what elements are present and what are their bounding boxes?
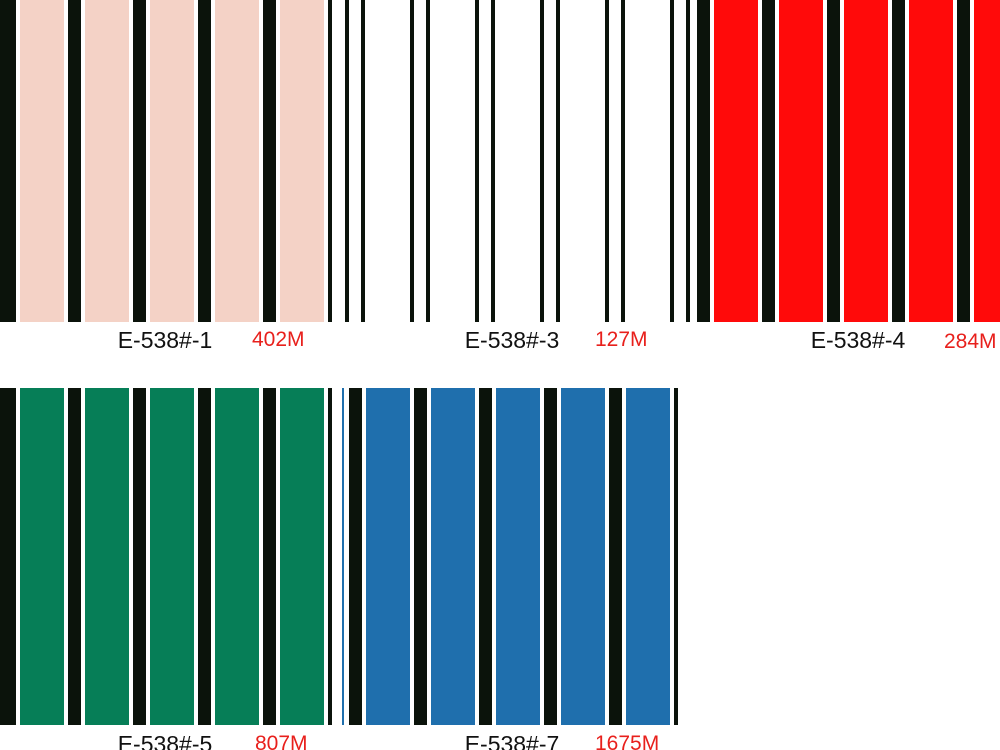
swatch-label: E-538#-7: [465, 731, 560, 750]
swatch-label: E-538#-4: [811, 327, 906, 353]
stripe-thin: [686, 0, 690, 322]
stripe-thin: [540, 0, 544, 322]
stripe-color: [366, 388, 410, 725]
stripe-black: [414, 388, 427, 725]
stripe-color: [974, 0, 1000, 322]
tiles: [0, 0, 1000, 725]
stripe-black: [827, 0, 840, 322]
stripe-thin: [342, 388, 344, 725]
stripe-thin: [556, 0, 560, 322]
stripe-black: [697, 0, 710, 322]
stripe-color: [280, 388, 324, 725]
stripe-black: [68, 0, 81, 322]
stripe-black: [0, 0, 16, 322]
stripe-thin: [621, 0, 625, 322]
swatch-code: 402M: [252, 328, 305, 351]
stripe-black: [957, 0, 970, 322]
stripe-color: [20, 388, 64, 725]
stripe-color: [85, 0, 129, 322]
stripe-color: [150, 0, 194, 322]
stripe-black: [198, 388, 211, 725]
stripe-thin: [345, 0, 349, 322]
stripe-color: [714, 0, 758, 322]
stripe-black: [762, 0, 775, 322]
stripe-thin: [670, 0, 674, 322]
swatch-code: 284M: [944, 330, 997, 353]
stripe-black: [609, 388, 622, 725]
stripe-color: [85, 388, 129, 725]
swatch-code: 1675M: [595, 732, 659, 750]
stripe-color: [20, 0, 64, 322]
stripe-thin: [475, 0, 479, 322]
stripe-thin: [328, 388, 332, 725]
stripe-black: [892, 0, 905, 322]
stripe-thin: [426, 0, 430, 322]
stripe-black: [479, 388, 492, 725]
swatch-label: E-538#-3: [465, 327, 560, 353]
stripe-thin: [410, 0, 414, 322]
stripe-color: [496, 388, 540, 725]
stripe-color: [150, 388, 194, 725]
stripe-color: [215, 0, 259, 322]
stripe-black: [349, 388, 362, 725]
stripe-black: [68, 388, 81, 725]
stripe-color: [779, 0, 823, 322]
stripe-color: [909, 0, 953, 322]
stripe-black: [263, 388, 276, 725]
stripe-color: [844, 0, 888, 322]
stripe-color: [215, 388, 259, 725]
stripe-black: [263, 0, 276, 322]
stripe-black: [544, 388, 557, 725]
stripe-black: [0, 388, 16, 725]
stripe-color: [561, 388, 605, 725]
swatch-label: E-538#-1: [118, 327, 213, 353]
swatch-code: 807M: [255, 732, 308, 750]
stripe-black: [198, 0, 211, 322]
stripe-black: [133, 0, 146, 322]
swatch-label: E-538#-5: [118, 731, 213, 750]
stripe-color: [280, 0, 324, 322]
stripe-thin: [491, 0, 495, 322]
stripe-black: [133, 388, 146, 725]
stripe-color: [626, 388, 670, 725]
stripe-thin: [674, 388, 678, 725]
swatch-code: 127M: [595, 328, 648, 351]
stripe-thin: [328, 0, 332, 322]
stripe-color: [431, 388, 475, 725]
stripe-thin: [605, 0, 609, 322]
stripe-thin: [361, 0, 365, 322]
